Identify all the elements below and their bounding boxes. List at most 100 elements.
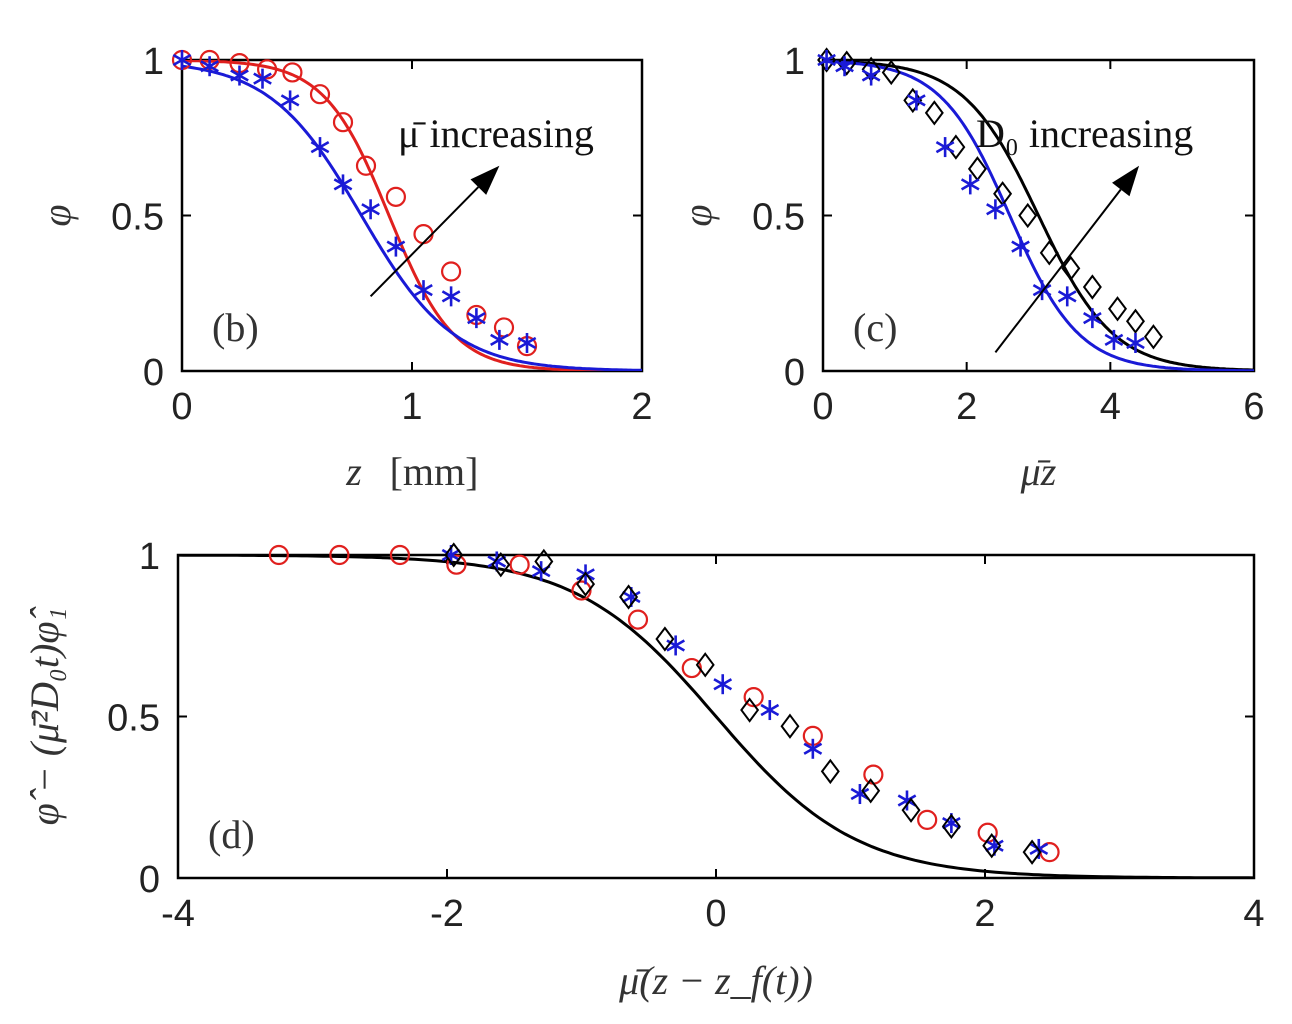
panel-b: 0 1 200.51z [mm]φ(b)μ̄ increasing — [34, 41, 653, 494]
star-stroke — [386, 240, 406, 253]
data-point-diamond — [820, 758, 840, 785]
data-point-star — [386, 236, 406, 257]
data-point-diamond — [695, 652, 715, 678]
data-point-star — [200, 56, 219, 77]
y-tick-label: 0.5 — [752, 197, 805, 239]
data-point-circle — [571, 580, 592, 601]
data-point-star — [230, 65, 249, 86]
data-point-diamond — [534, 548, 554, 575]
data-point-diamond — [903, 87, 923, 114]
data-point-star — [817, 50, 836, 70]
x-tick-label: 4 — [1100, 386, 1121, 428]
data-point-diamond — [1108, 296, 1128, 322]
star-stroke — [1083, 312, 1102, 325]
x-tick-label: 0 — [171, 386, 192, 428]
x-tick-label: 1 — [401, 386, 422, 428]
data-point-diamond — [941, 813, 961, 839]
data-point-diamond — [1125, 308, 1145, 334]
data-point-star — [467, 308, 486, 329]
data-point-circle — [309, 84, 331, 105]
data-point-diamond — [780, 713, 800, 739]
data-point-circle — [413, 224, 434, 245]
data-point-circle — [743, 687, 764, 708]
fit-curve-blue — [823, 60, 1254, 371]
star-stroke — [1104, 333, 1124, 347]
star-stroke — [200, 60, 219, 73]
x-axis-label-unit: [mm] — [390, 449, 479, 494]
data-point-star — [666, 635, 685, 656]
data-point-diamond — [655, 626, 675, 652]
star-stroke — [441, 548, 461, 562]
star-stroke — [1126, 336, 1145, 350]
x-tick-label: 0 — [705, 893, 726, 935]
star-stroke — [253, 72, 272, 85]
star-stroke — [310, 140, 330, 154]
fit-curve-blue — [182, 64, 642, 371]
data-point-star — [1057, 286, 1077, 307]
data-point-circle — [355, 155, 377, 176]
data-point-star — [1011, 236, 1030, 257]
data-point-circle — [385, 186, 406, 207]
star-stroke — [1011, 240, 1030, 253]
data-point-star — [907, 90, 926, 111]
data-point-star — [441, 286, 461, 307]
panel-d: -4 -2 0 2 4 0 0.5 1 μ̄(z − z_f(t)) φ̂ − (μ̄²D₀t)φ… — [22, 536, 1265, 1003]
star-stroke — [760, 703, 780, 717]
data-point-diamond — [861, 778, 881, 804]
panel-label: (b) — [212, 305, 259, 350]
star-stroke — [414, 284, 433, 297]
data-point-circle — [863, 764, 884, 785]
data-point-diamond — [901, 797, 921, 823]
star-stroke — [985, 839, 1004, 852]
data-point-diamond — [837, 50, 857, 76]
x-axis-label: μ̄z — [1020, 449, 1057, 494]
data-point-star — [490, 329, 509, 350]
data-point-star — [414, 280, 433, 301]
data-point-diamond — [946, 134, 966, 160]
star-stroke — [817, 53, 836, 67]
panel-c: 0 2 4 6 0 0.5 1 μ̄z φ (c) D₀ increasing — [675, 41, 1265, 494]
data-point-circle — [917, 809, 938, 830]
data-point-diamond — [1082, 274, 1102, 300]
y-tick-label: 0 — [784, 352, 805, 394]
star-stroke — [803, 742, 823, 755]
data-point-star — [253, 68, 272, 89]
x-tick-label: -2 — [430, 893, 464, 935]
star-stroke — [713, 678, 733, 691]
star-stroke — [467, 312, 486, 325]
data-point-star — [172, 50, 192, 70]
x-tick-label: 2 — [631, 386, 652, 428]
star-stroke — [280, 94, 300, 107]
data-point-circle — [268, 544, 289, 566]
data-point-circle — [257, 59, 278, 80]
star-stroke — [960, 178, 980, 191]
data-point-circle — [681, 657, 702, 679]
star-stroke — [490, 333, 509, 347]
y-tick-label: 0.5 — [111, 197, 164, 239]
star-stroke — [172, 53, 192, 67]
arrow-head — [1112, 165, 1140, 197]
data-point-diamond — [491, 552, 511, 578]
x-tick-label: 4 — [1243, 893, 1264, 935]
data-point-star — [897, 790, 917, 811]
panel-label: (c) — [853, 305, 897, 350]
arrow-shaft — [994, 188, 1122, 353]
x-tick-label: 0 — [812, 386, 833, 428]
x-axis-label: μ̄(z − z_f(t)) — [618, 958, 813, 1003]
data-point-diamond — [619, 584, 639, 610]
data-point-circle — [627, 609, 649, 630]
y-tick-label: 0 — [143, 352, 164, 394]
arrow-head — [470, 165, 500, 195]
fit-curve-black — [178, 555, 1254, 878]
data-point-star — [1083, 308, 1102, 329]
data-point-circle — [389, 544, 411, 566]
star-stroke — [861, 69, 881, 82]
panel-label: (d) — [208, 812, 255, 857]
y-axis-label: φ — [675, 204, 720, 226]
data-point-circle — [441, 261, 462, 282]
data-point-star — [487, 551, 507, 572]
data-point-star — [333, 174, 353, 195]
star-stroke — [942, 816, 961, 830]
star-stroke — [517, 336, 537, 350]
